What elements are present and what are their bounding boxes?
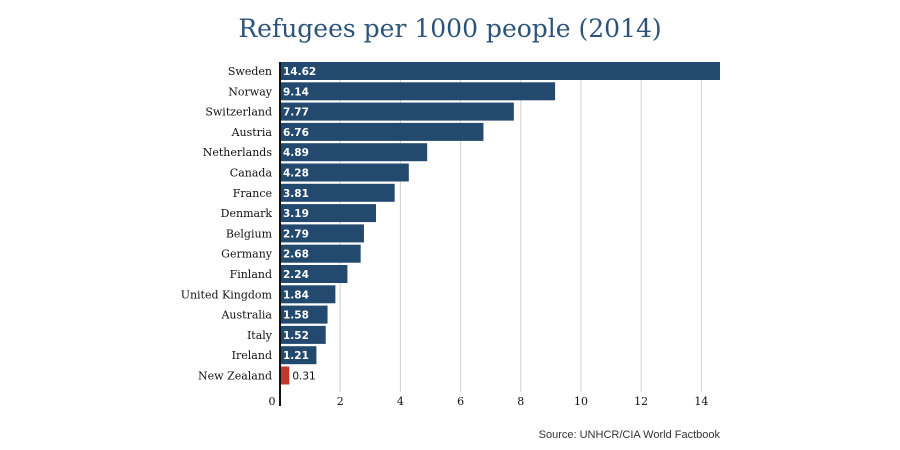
value-label: 14.62: [283, 66, 316, 78]
bar: [280, 82, 556, 101]
category-label: United Kingdom: [181, 288, 273, 301]
category-label: Finland: [230, 268, 272, 281]
bar: [280, 346, 317, 365]
value-label: 1.84: [283, 289, 309, 301]
bar: [280, 325, 326, 344]
value-label: 6.76: [283, 127, 309, 139]
x-tick-label: 12: [634, 395, 648, 408]
category-label: Ireland: [232, 349, 272, 362]
bar: [280, 285, 336, 304]
chart-title: Refugees per 1000 people (2014): [238, 14, 662, 43]
category-label: France: [233, 187, 272, 200]
value-label: 1.52: [283, 330, 309, 342]
value-label: 1.21: [283, 350, 309, 362]
value-label: 1.58: [283, 310, 309, 322]
bar: [280, 244, 361, 263]
value-label: 2.24: [283, 269, 309, 281]
bar: [280, 305, 328, 324]
bar: [280, 143, 428, 162]
category-label: Germany: [221, 248, 273, 261]
value-label: 7.77: [283, 107, 309, 119]
x-tick-label: 10: [574, 395, 588, 408]
value-label: 4.28: [283, 168, 309, 180]
x-tick-label: 8: [517, 395, 524, 408]
bar: [280, 204, 377, 223]
bar: [280, 62, 720, 80]
bar: [280, 102, 514, 121]
value-label: 9.14: [283, 86, 309, 98]
category-label: Denmark: [221, 207, 273, 220]
category-label: Norway: [228, 85, 272, 98]
category-label: Sweden: [228, 65, 272, 78]
category-label: Netherlands: [203, 146, 273, 159]
bar: [280, 183, 395, 202]
category-label: Belgium: [226, 227, 273, 240]
bar: [280, 265, 348, 283]
bar: [280, 163, 409, 182]
category-label: Canada: [230, 167, 273, 180]
value-label: 4.89: [283, 147, 309, 159]
x-tick-label: 0: [269, 395, 276, 408]
bar: [280, 122, 484, 141]
value-label: 0.31: [292, 371, 315, 383]
x-tick-label: 2: [337, 395, 344, 408]
category-label: Australia: [220, 309, 272, 322]
value-label: 3.19: [283, 208, 309, 220]
category-label: New Zealand: [198, 370, 272, 383]
bar: [280, 366, 290, 385]
x-tick-label: 6: [457, 395, 464, 408]
value-label: 2.68: [283, 249, 309, 261]
category-label: Italy: [247, 329, 273, 342]
x-tick-label: 14: [694, 395, 708, 408]
value-label: 3.81: [283, 188, 309, 200]
source-note: Source: UNHCR/CIA World Factbook: [538, 429, 720, 441]
value-label: 2.79: [283, 228, 309, 240]
category-label: Switzerland: [205, 106, 272, 119]
x-tick-label: 4: [397, 395, 404, 408]
category-label: Austria: [231, 126, 273, 139]
bar: [280, 224, 364, 243]
